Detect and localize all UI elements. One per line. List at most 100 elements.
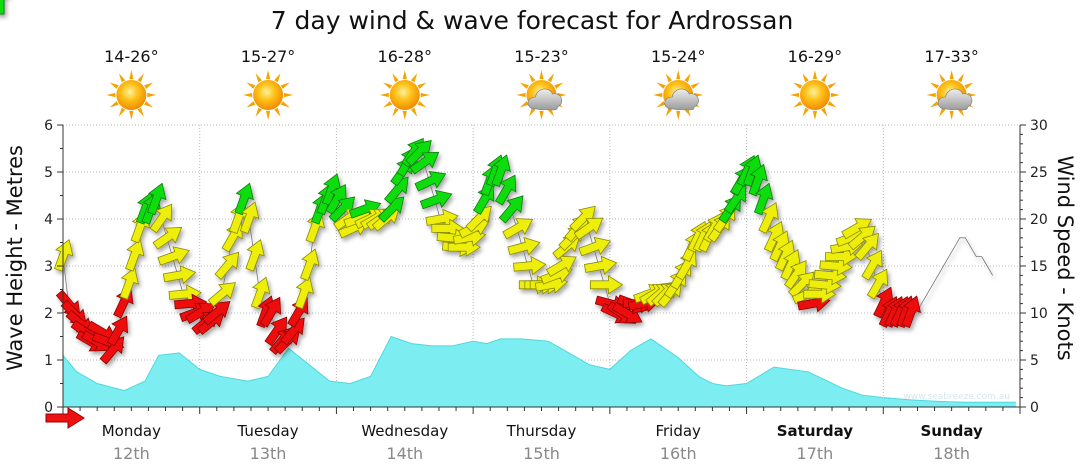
sun-ray [926, 92, 936, 98]
cloud-shape [937, 88, 973, 111]
wind-arrow [854, 232, 879, 262]
wind-arrow [157, 246, 191, 266]
sun-ray [410, 73, 418, 83]
current-time-marker [45, 407, 85, 429]
sunny-icon [106, 70, 157, 120]
sun-ray [109, 82, 119, 89]
wind-arrow [162, 265, 197, 285]
sun-ray [539, 110, 544, 120]
sun-ray [129, 70, 134, 80]
sun-ray [243, 92, 253, 98]
sun-ray [519, 101, 529, 108]
sun-disc [799, 80, 830, 110]
day-date-label: 18th [933, 444, 970, 463]
sun-ray [939, 73, 946, 83]
sun-ray [255, 107, 262, 117]
sun-ray [274, 73, 281, 83]
sun-ray [147, 92, 157, 98]
sun-ray [402, 70, 407, 80]
sun-ray [529, 107, 536, 117]
day-name-label: Sunday [920, 422, 983, 440]
cloud-shape [664, 88, 699, 111]
day-date-label: 13th [250, 444, 287, 463]
wind-arrow [507, 236, 541, 256]
y-tick-label-right: 15 [1030, 259, 1048, 275]
day-name-label: Monday [102, 422, 161, 440]
wave-area [63, 336, 1016, 407]
wind-arrow [125, 238, 145, 272]
sun-ray [144, 82, 154, 89]
sunny-icon [243, 70, 294, 120]
sun-ray [144, 101, 154, 108]
y-tick-label-left: 5 [44, 165, 53, 181]
wind-arrow [294, 276, 314, 310]
sun-ray [929, 82, 939, 89]
day-name-label: Friday [655, 422, 701, 440]
wind-arrow [578, 236, 612, 257]
day-date-label: 12th [113, 444, 150, 463]
daily-weather-row: 14-26° 15-27° 16-28° 15-23° 15-24° 16-29° 17-3… [104, 47, 979, 120]
sun-ray [283, 92, 294, 98]
wind-arrow [119, 267, 139, 300]
day-name-label: Wednesday [361, 422, 448, 440]
wind-arrow [259, 296, 282, 328]
day-labels: Monday 12th Tuesday 13th Wednesday 14th Thursd… [102, 422, 983, 463]
sun-ray [949, 110, 954, 120]
temperature-range: 16-29° [788, 47, 843, 66]
wind-arrow [414, 171, 447, 192]
sunny-icon [789, 70, 840, 120]
sun-ray [274, 107, 281, 117]
y-tick-label-left: 0 [44, 400, 53, 416]
wind-arrow [758, 202, 779, 234]
y-axis-title-right: Wind Speed - Knots [1053, 155, 1077, 360]
sun-ray [547, 73, 554, 83]
sun-ray [812, 110, 818, 120]
y-tick-label-right: 30 [1030, 118, 1048, 134]
y-axis-title-left: Wave Height - Metres [3, 145, 27, 371]
temperature-range: 15-23° [514, 47, 569, 66]
y-tick-label-right: 0 [1030, 400, 1039, 416]
wind-arrow [748, 163, 768, 197]
sun-ray [821, 73, 828, 83]
sun-ray [656, 82, 666, 89]
wind-arrow [590, 275, 624, 295]
y-tick-label-left: 1 [44, 353, 53, 369]
sun-ray [821, 107, 828, 117]
sun-ray [392, 73, 399, 83]
sun-ray [392, 107, 399, 117]
y-tick-label-right: 20 [1030, 212, 1048, 228]
sun-ray [402, 110, 407, 120]
wind-arrow [513, 255, 547, 276]
wind-arrow [207, 282, 236, 307]
y-tick-label-left: 6 [44, 118, 53, 134]
temperature-range: 15-27° [241, 47, 296, 66]
day-name-label: Thursday [506, 422, 577, 440]
sun-ray [417, 101, 427, 108]
day-date-label: 17th [797, 444, 834, 463]
sunny-icon [379, 70, 430, 120]
wind-arrow [152, 227, 183, 250]
sun-ray [106, 92, 116, 98]
sun-ray [676, 110, 681, 120]
y-tick-label-left: 2 [44, 306, 53, 322]
sun-ray [812, 70, 818, 80]
partly-cloudy-icon [926, 70, 977, 120]
sun-ray [137, 107, 144, 117]
wind-arrow [245, 238, 265, 272]
sun-ray [529, 73, 536, 83]
y-tick-label-left: 4 [44, 212, 53, 228]
wind-arrow [583, 255, 618, 275]
sun-ray [827, 82, 837, 89]
credit-text: www.seabreeze.com.au [903, 392, 1010, 402]
temperature-range: 15-24° [651, 47, 706, 66]
sun-ray [554, 82, 564, 89]
sun-ray [665, 73, 673, 83]
y-tick-label-right: 5 [1030, 353, 1039, 369]
sun-ray [383, 82, 393, 89]
sun-disc [116, 80, 147, 110]
sun-ray [246, 82, 256, 89]
temperature-range: 14-26° [104, 47, 159, 66]
day-date-label: 14th [386, 444, 423, 463]
wave-line [62, 335, 1016, 403]
sun-ray [516, 92, 526, 98]
